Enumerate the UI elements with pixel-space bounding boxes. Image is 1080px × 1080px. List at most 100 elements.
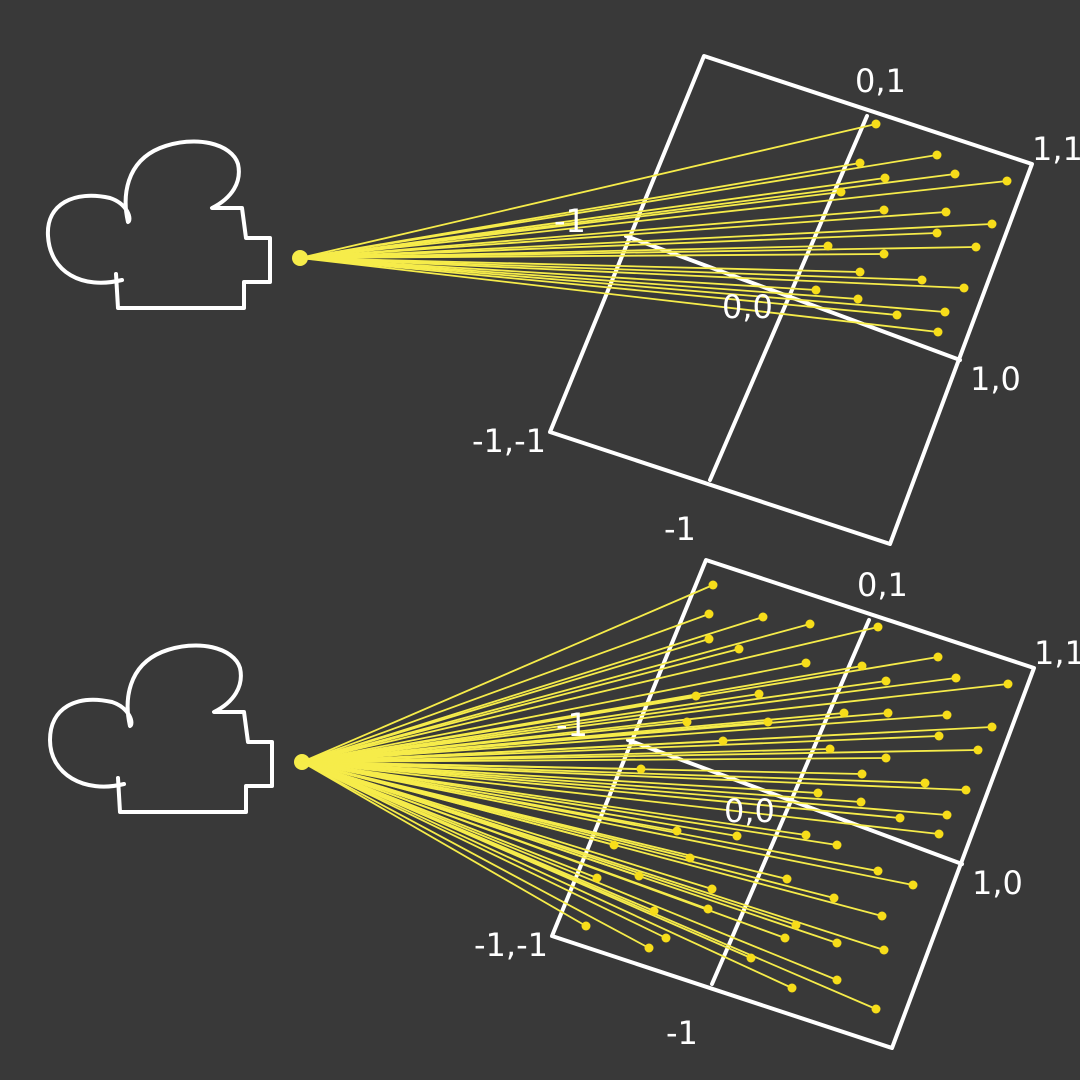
sample-point xyxy=(734,644,744,654)
sample-point xyxy=(811,285,821,295)
ray-line xyxy=(301,695,697,763)
sample-point xyxy=(813,788,823,798)
sample-point xyxy=(892,310,902,320)
sample-point xyxy=(636,764,646,774)
sample-point xyxy=(932,150,942,160)
plane-border xyxy=(550,558,1036,1050)
sample-point xyxy=(879,945,889,955)
ray-line xyxy=(301,616,764,763)
sample-point xyxy=(895,813,905,823)
sample-point xyxy=(987,219,997,229)
sample-point xyxy=(1002,176,1012,186)
sample-point xyxy=(763,717,773,727)
ray-line xyxy=(301,761,883,917)
sample-point xyxy=(883,708,893,718)
ray-line xyxy=(299,257,939,333)
sample-point xyxy=(832,975,842,985)
sample-point xyxy=(856,797,866,807)
plane-border xyxy=(548,54,1034,546)
ray-line xyxy=(301,761,862,803)
ray-line xyxy=(299,232,938,259)
sample-point xyxy=(987,722,997,732)
ray-line xyxy=(301,761,793,989)
sample-point xyxy=(685,853,695,863)
ray-line xyxy=(301,761,863,775)
sample-point xyxy=(871,1004,881,1014)
sample-point xyxy=(592,873,602,883)
sample-point xyxy=(881,676,891,686)
sample-point xyxy=(644,943,654,953)
ray-line xyxy=(301,584,714,763)
ray-line xyxy=(301,623,811,763)
sample-point xyxy=(940,307,950,317)
sample-point-group xyxy=(811,119,1012,337)
sample-point xyxy=(704,634,714,644)
sample-point xyxy=(649,906,659,916)
ray-line xyxy=(301,761,819,794)
sample-point xyxy=(933,327,943,337)
sample-point xyxy=(920,778,930,788)
sample-point xyxy=(787,983,797,993)
ray-line xyxy=(301,761,838,944)
sample-point xyxy=(836,187,846,197)
ray-line xyxy=(299,223,993,259)
panel-bottom: 0,1 1,1 0,0 1,0 -1,-1 -1 -1 xyxy=(48,558,1080,1052)
sample-point xyxy=(871,119,881,129)
camera-icon xyxy=(48,643,274,814)
sample-point xyxy=(672,826,682,836)
sample-point xyxy=(634,871,644,881)
sample-point xyxy=(881,753,891,763)
ray-line xyxy=(299,180,1008,259)
ray-line xyxy=(301,761,879,872)
ray-line xyxy=(301,680,887,763)
plane-horizontal-axis xyxy=(624,234,962,362)
label-bottom-left: -1,-1 xyxy=(472,422,546,460)
ray-line xyxy=(301,761,650,949)
sample-point xyxy=(942,710,952,720)
sample-point xyxy=(829,893,839,903)
sample-point xyxy=(661,933,671,943)
panel-top: 0,1 1,1 0,0 1,0 -1,-1 -1 -1 xyxy=(45,54,1080,548)
sample-point xyxy=(805,619,815,629)
ray-line xyxy=(299,257,861,273)
sample-point xyxy=(934,829,944,839)
ray-line xyxy=(301,761,838,981)
label-top-mid: 0,1 xyxy=(855,62,906,100)
sample-point xyxy=(801,658,811,668)
ray-line xyxy=(301,761,885,951)
sample-point xyxy=(823,241,833,251)
ray-line xyxy=(301,662,807,763)
sample-point xyxy=(857,769,867,779)
ray-line xyxy=(301,714,948,763)
ray-line xyxy=(301,613,710,763)
ray-line xyxy=(301,757,887,763)
ray-line xyxy=(301,761,788,880)
sample-point xyxy=(703,904,713,914)
sample-point xyxy=(708,580,718,590)
ray-group xyxy=(299,123,1008,333)
sample-point xyxy=(873,622,883,632)
ray-line xyxy=(301,761,838,846)
ray-line xyxy=(301,761,738,837)
ray-line xyxy=(299,253,885,259)
sample-point xyxy=(801,830,811,840)
ray-group xyxy=(301,584,1009,1010)
sample-point xyxy=(732,831,742,841)
sample-point xyxy=(932,228,942,238)
label-center: 0,0 xyxy=(724,792,775,830)
sample-point xyxy=(917,275,927,285)
sample-point xyxy=(855,158,865,168)
sample-point xyxy=(853,294,863,304)
ray-line xyxy=(301,677,957,763)
ray-line xyxy=(299,246,977,259)
ray-line xyxy=(299,211,947,259)
sample-point xyxy=(908,880,918,890)
sample-point xyxy=(950,169,960,179)
sample-point xyxy=(718,736,728,746)
ray-line xyxy=(301,761,901,819)
sample-point xyxy=(758,612,768,622)
sample-point xyxy=(877,911,887,921)
sample-point xyxy=(1003,679,1013,689)
label-right-mid: 1,0 xyxy=(972,864,1023,902)
label-top-mid: 0,1 xyxy=(857,566,908,604)
